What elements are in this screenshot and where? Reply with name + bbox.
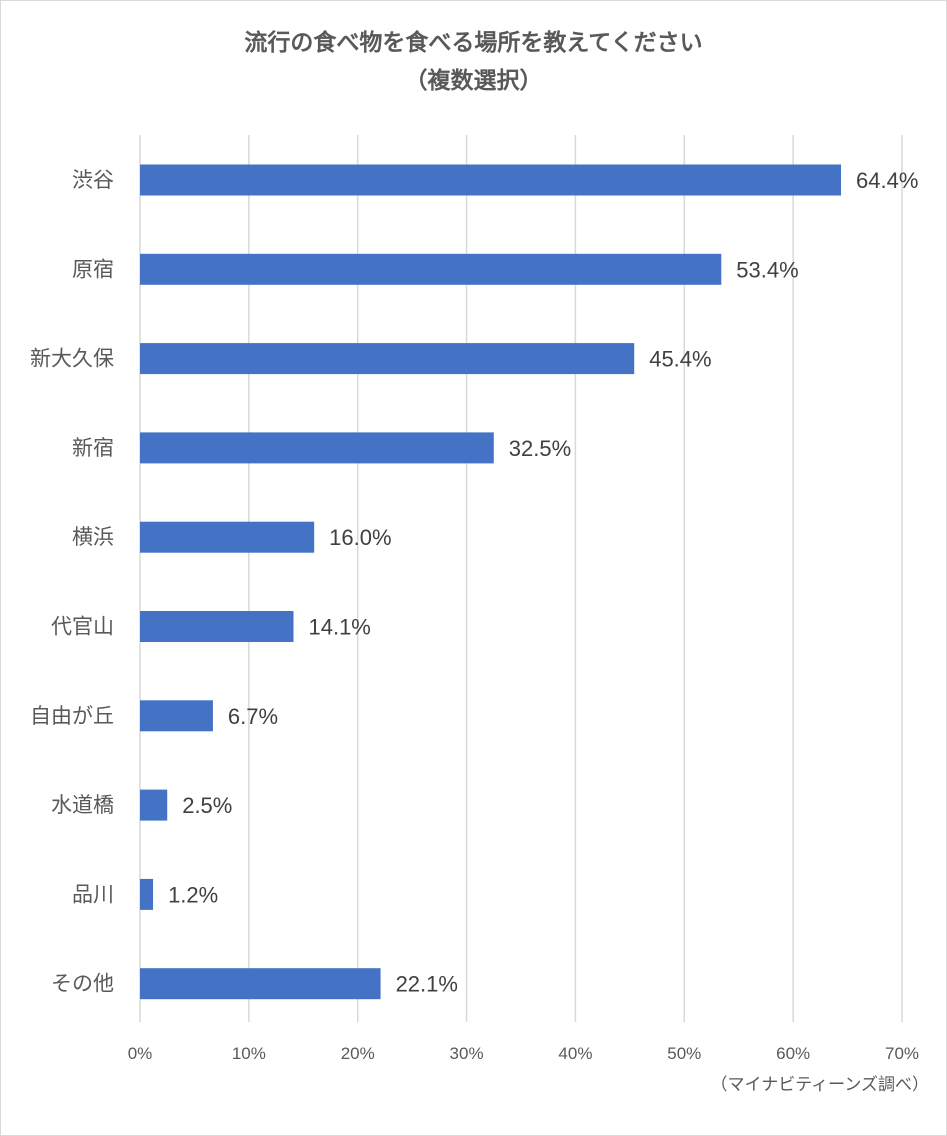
x-tick-label: 70% (885, 1044, 919, 1063)
category-label: 水道橋 (51, 793, 114, 817)
value-label: 32.5% (509, 436, 571, 461)
bar (140, 700, 213, 732)
value-label: 53.4% (736, 257, 798, 282)
category-label: 品川 (72, 882, 114, 906)
category-label: 横浜 (72, 525, 114, 549)
bar (140, 343, 635, 375)
value-label: 2.5% (182, 793, 232, 818)
bar (140, 432, 494, 464)
x-tick-label: 40% (558, 1044, 592, 1063)
x-tick-label: 0% (128, 1044, 153, 1063)
bar (140, 164, 842, 196)
category-label: 新大久保 (30, 347, 114, 371)
chart-title-line2: （複数選択） (404, 68, 543, 94)
x-tick-label: 10% (232, 1044, 266, 1063)
value-label: 6.7% (228, 704, 278, 729)
category-label: 原宿 (72, 257, 114, 281)
value-label: 16.0% (329, 525, 391, 550)
value-label: 14.1% (308, 615, 370, 640)
labels: 0% 10% 20% 30% 40% 50% 60% 70% 渋谷 64.4% 原宿 53.4% 新大久… (30, 168, 919, 1063)
value-label: 64.4% (856, 168, 918, 193)
value-label: 1.2% (168, 882, 218, 907)
x-tick-label: 20% (341, 1044, 375, 1063)
x-tick-label: 30% (450, 1044, 484, 1063)
category-label: 渋谷 (72, 168, 114, 192)
source-note: （マイナビティーンズ調べ） (710, 1075, 929, 1095)
chart-title: 流行の食べ物を食べる場所を教えてください （複数選択） (0, 24, 947, 100)
category-label: その他 (51, 972, 114, 996)
x-tick-label: 60% (776, 1044, 810, 1063)
chart-title-line1: 流行の食べ物を食べる場所を教えてください (244, 30, 703, 56)
value-label: 45.4% (649, 347, 711, 372)
value-label: 22.1% (396, 972, 458, 997)
x-tick-label: 50% (667, 1044, 701, 1063)
bar (140, 878, 154, 910)
bars (140, 164, 842, 1000)
bar (140, 521, 315, 553)
bar (140, 611, 294, 642)
category-label: 自由が丘 (30, 704, 114, 728)
bar (140, 789, 168, 821)
category-label: 代官山 (51, 615, 114, 639)
bar (140, 253, 722, 285)
category-label: 新宿 (72, 436, 114, 460)
bar (140, 968, 381, 1000)
